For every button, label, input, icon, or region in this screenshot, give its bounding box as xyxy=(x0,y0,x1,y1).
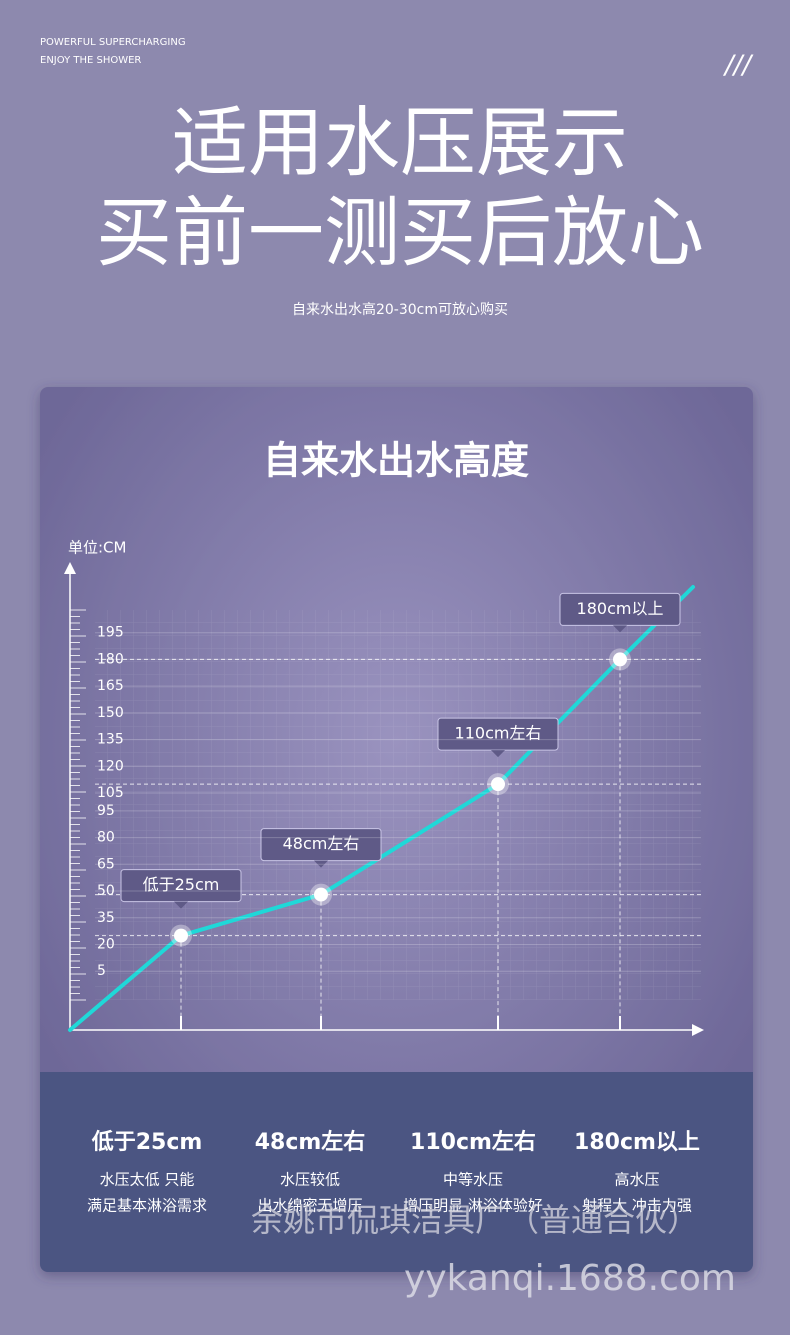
category-description: 高水压 xyxy=(614,1171,659,1189)
y-tick-label: 165 xyxy=(97,678,124,694)
category-description: 水压较低 xyxy=(280,1171,340,1189)
y-axis-label: 单位:CM xyxy=(68,539,126,557)
category-description: 中等水压 xyxy=(443,1171,503,1189)
minor-grid xyxy=(95,610,701,1000)
tagline: ENJOY THE SHOWER xyxy=(40,55,141,66)
watermark: 余姚市侃琪洁具厂（普通合伙） xyxy=(251,1201,699,1239)
category-title: 48cm左右 xyxy=(255,1129,366,1155)
watermark: yykanqi.1688.com xyxy=(404,1258,736,1299)
category-description: 满足基本淋浴需求 xyxy=(87,1197,207,1215)
category-description: 出水绵密无增压 xyxy=(257,1197,362,1215)
y-tick-label: 65 xyxy=(97,856,115,872)
headline: 适用水压展示 xyxy=(172,98,628,187)
y-tick-label: 95 xyxy=(97,803,115,819)
subtitle: 自来水出水高20-30cm可放心购买 xyxy=(292,301,508,318)
card-footer xyxy=(40,1072,753,1272)
callout-pointer xyxy=(314,860,328,868)
x-axis-arrow xyxy=(692,1024,704,1036)
data-point xyxy=(491,777,505,792)
y-tick-label: 120 xyxy=(97,758,124,774)
data-label: 180cm以上 xyxy=(577,599,664,618)
y-tick-label: 80 xyxy=(97,830,115,846)
callout-pointer xyxy=(174,901,188,909)
y-tick-label: 195 xyxy=(97,625,124,641)
y-tick-label: 180 xyxy=(97,651,124,667)
category-title: 180cm以上 xyxy=(574,1130,700,1155)
category-title: 低于25cm xyxy=(91,1130,203,1155)
y-tick-label: 105 xyxy=(97,785,124,801)
callout-pointer xyxy=(491,750,505,758)
plot: 低于25cm 48cm左右 110cm左右 180cm以上 xyxy=(68,585,701,1032)
logo: /// xyxy=(723,51,755,81)
callout-pointer xyxy=(613,625,627,633)
y-tick-label: 50 xyxy=(97,883,115,899)
y-tick-label: 5 xyxy=(97,963,106,979)
tagline: POWERFUL SUPERCHARGING xyxy=(40,37,186,48)
data-point xyxy=(613,652,627,667)
category-description: 射程大 冲击力强 xyxy=(582,1197,692,1215)
y-axis-arrow xyxy=(64,562,76,574)
category-description: 增压明显 淋浴体验好 xyxy=(403,1197,543,1215)
category-description: 水压太低 只能 xyxy=(100,1171,195,1189)
data-point xyxy=(314,887,328,902)
data-point xyxy=(174,928,188,943)
y-tick-label: 150 xyxy=(97,705,124,721)
y-tick-label: 35 xyxy=(97,910,115,926)
ruler xyxy=(70,609,86,1001)
category-title: 110cm左右 xyxy=(410,1129,536,1155)
data-label: 低于25cm xyxy=(143,875,220,894)
y-tick-label: 135 xyxy=(97,732,124,748)
headline: 买前一测买后放心 xyxy=(96,188,704,277)
y-tick-label: 20 xyxy=(97,936,115,952)
line-lead xyxy=(68,933,183,1032)
data-label: 110cm左右 xyxy=(455,724,542,743)
series-line xyxy=(180,658,622,938)
data-label: 48cm左右 xyxy=(283,834,360,853)
chart-title: 自来水出水高度 xyxy=(263,439,529,483)
